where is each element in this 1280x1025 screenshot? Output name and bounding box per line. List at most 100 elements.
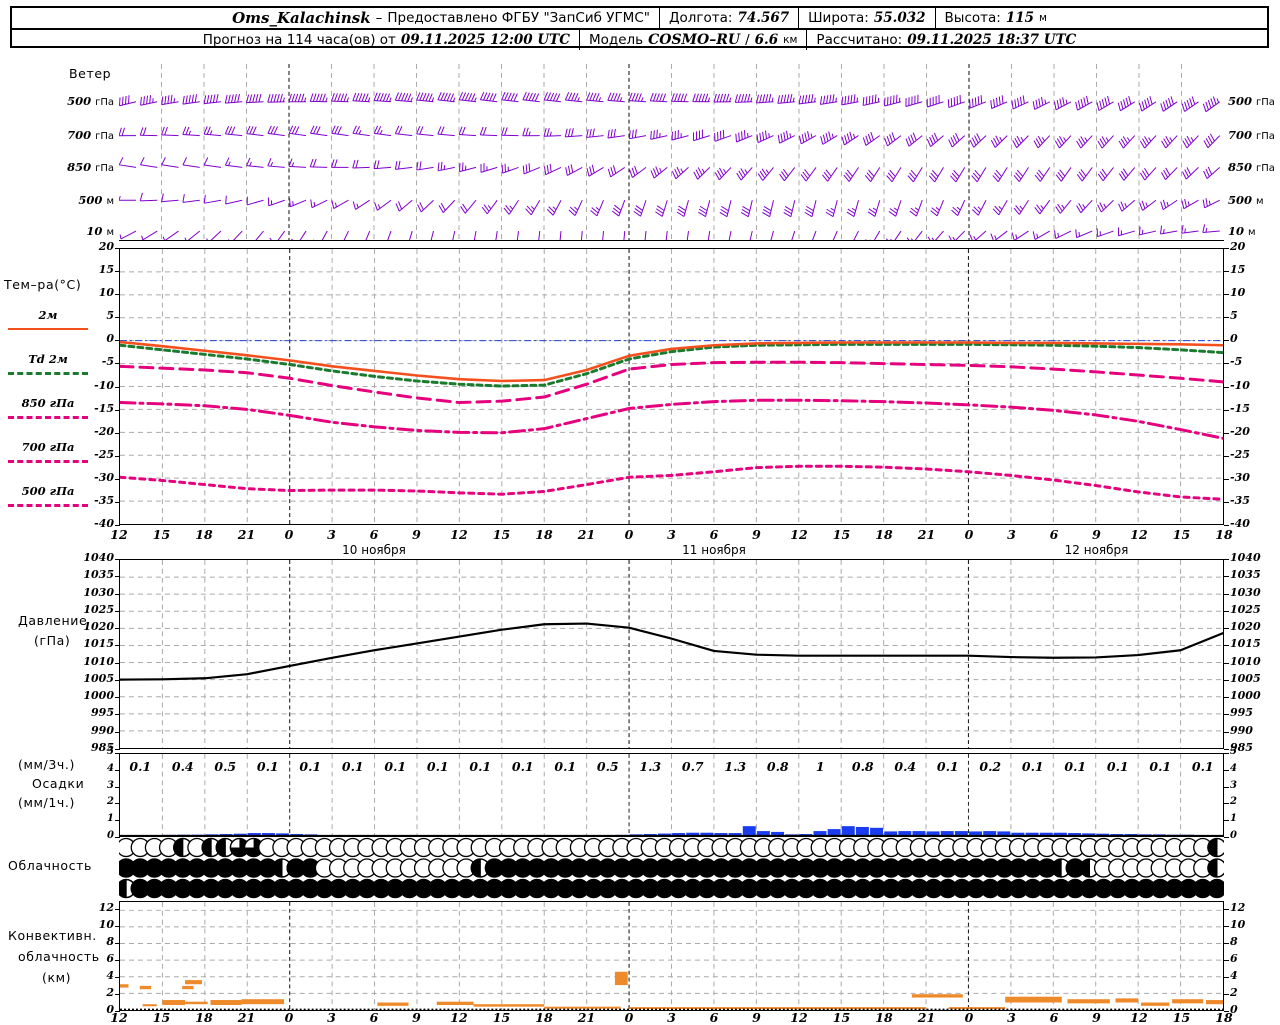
precip-ytick-right: 0 bbox=[1230, 830, 1237, 841]
tick-mark bbox=[1224, 770, 1229, 771]
time-tick: 9 bbox=[752, 1010, 761, 1025]
time-tick: 9 bbox=[752, 527, 761, 542]
tick-mark bbox=[1224, 909, 1229, 910]
time-tick: 12 bbox=[110, 527, 127, 542]
pressure-ytick-right: 990 bbox=[1230, 724, 1253, 737]
temp-ytick: -20 bbox=[74, 425, 114, 438]
convective-ytick: 12 bbox=[84, 901, 114, 914]
tick-mark bbox=[1224, 363, 1229, 364]
temp-legend-label-3: 850 гПа bbox=[22, 396, 75, 410]
precip-3h-value: 0.1 bbox=[427, 759, 449, 774]
time-tick: 0 bbox=[965, 527, 974, 542]
tick-mark bbox=[115, 559, 120, 560]
tick-mark bbox=[1224, 479, 1229, 480]
time-tick: 18 bbox=[195, 527, 212, 542]
tick-mark bbox=[115, 340, 120, 341]
tick-mark bbox=[115, 525, 120, 526]
tick-mark bbox=[1224, 433, 1229, 434]
temp-legend-swatch-3 bbox=[8, 416, 88, 419]
tick-mark bbox=[1224, 680, 1229, 681]
tick-mark bbox=[1224, 926, 1229, 927]
time-tick: 3 bbox=[1007, 1010, 1016, 1025]
precip-3h-value: 1.3 bbox=[639, 759, 661, 774]
tick-mark bbox=[115, 456, 120, 457]
precip-3h-value: 0.1 bbox=[1022, 759, 1044, 774]
time-tick: 15 bbox=[833, 1010, 850, 1025]
tick-mark bbox=[115, 787, 120, 788]
pressure-ytick: 1030 bbox=[60, 586, 114, 599]
header-box: Oms_Kalachinsk – Предоставлено ФГБУ "Зап… bbox=[10, 6, 1269, 48]
pressure-ytick: 1010 bbox=[60, 655, 114, 668]
tick-mark bbox=[1224, 248, 1229, 249]
temp-ytick-right: -35 bbox=[1230, 494, 1250, 507]
precip-3h-value: 0.7 bbox=[682, 759, 704, 774]
tick-mark bbox=[1224, 576, 1229, 577]
time-tick: 21 bbox=[238, 1010, 255, 1025]
pressure-ytick: 1020 bbox=[60, 620, 114, 633]
time-tick: 21 bbox=[238, 527, 255, 542]
convective-ytick: 6 bbox=[84, 952, 114, 965]
tick-mark bbox=[115, 770, 120, 771]
precip-3h-value: 0.4 bbox=[894, 759, 916, 774]
pressure-ytick-right: 1005 bbox=[1230, 672, 1261, 685]
temperature-panel-title: Тем–ра(°C) bbox=[4, 277, 81, 292]
tick-mark bbox=[1224, 611, 1229, 612]
header-row-station: Oms_Kalachinsk – Предоставлено ФГБУ "Зап… bbox=[12, 8, 1267, 30]
tick-mark bbox=[1224, 525, 1229, 526]
time-tick: 0 bbox=[285, 1010, 294, 1025]
temp-ytick-right: -15 bbox=[1230, 402, 1250, 415]
tick-mark bbox=[115, 753, 120, 754]
time-tick: 21 bbox=[918, 1010, 935, 1025]
time-tick: 21 bbox=[578, 1010, 595, 1025]
time-tick: 9 bbox=[1092, 527, 1101, 542]
tick-mark bbox=[115, 645, 120, 646]
convective-cloud-panel bbox=[119, 901, 1224, 1011]
wind-level-3: 850 гПа bbox=[42, 160, 114, 174]
temp-ytick: 10 bbox=[74, 286, 114, 299]
tick-mark bbox=[115, 663, 120, 664]
wind-panel bbox=[119, 64, 1224, 241]
precip-3h-value: 0.1 bbox=[1107, 759, 1129, 774]
time-tick: 6 bbox=[370, 527, 379, 542]
convective-ytick-right: 10 bbox=[1230, 918, 1245, 931]
precip-ytick: 4 bbox=[88, 763, 114, 774]
time-tick: 0 bbox=[625, 1010, 634, 1025]
time-tick: 9 bbox=[412, 527, 421, 542]
time-tick: 18 bbox=[875, 527, 892, 542]
time-tick: 0 bbox=[625, 527, 634, 542]
tick-mark bbox=[1224, 977, 1229, 978]
wind-panel-title: Ветер bbox=[69, 66, 111, 81]
pressure-ytick: 1015 bbox=[60, 637, 114, 650]
time-tick: 3 bbox=[667, 1010, 676, 1025]
pressure-ytick: 1035 bbox=[60, 568, 114, 581]
temp-ytick: 15 bbox=[74, 263, 114, 276]
tick-mark bbox=[115, 628, 120, 629]
convective-ytick-right: 12 bbox=[1230, 901, 1245, 914]
wind-level-5: 10 м bbox=[42, 224, 114, 238]
tick-mark bbox=[1224, 753, 1229, 754]
tick-mark bbox=[115, 502, 120, 503]
pressure-ytick-right: 1035 bbox=[1230, 568, 1261, 581]
tick-mark bbox=[115, 271, 120, 272]
tick-mark bbox=[115, 909, 120, 910]
precip-3h-value: 0.1 bbox=[384, 759, 406, 774]
time-tick: 12 bbox=[1130, 1010, 1147, 1025]
wind-level-1: 500 гПа bbox=[42, 94, 114, 108]
time-tick: 0 bbox=[965, 1010, 974, 1025]
time-tick: 12 bbox=[1130, 527, 1147, 542]
tick-mark bbox=[115, 960, 120, 961]
convective-ytick: 8 bbox=[84, 935, 114, 948]
altitude-field: Высота: 115 м bbox=[936, 10, 1056, 26]
pressure-ytick: 1040 bbox=[60, 551, 114, 564]
tick-mark bbox=[115, 594, 120, 595]
longitude-field: Долгота: 74.567 bbox=[660, 10, 798, 26]
precip-label-name: Осадки bbox=[32, 776, 84, 791]
tick-mark bbox=[1224, 559, 1229, 560]
precip-ytick: 2 bbox=[88, 796, 114, 807]
convective-ytick: 2 bbox=[84, 986, 114, 999]
temp-legend-swatch-2 bbox=[8, 372, 88, 375]
tick-mark bbox=[115, 433, 120, 434]
precip-3h-value: 0.1 bbox=[1149, 759, 1171, 774]
tick-mark bbox=[1224, 594, 1229, 595]
temperature-panel bbox=[119, 248, 1224, 525]
